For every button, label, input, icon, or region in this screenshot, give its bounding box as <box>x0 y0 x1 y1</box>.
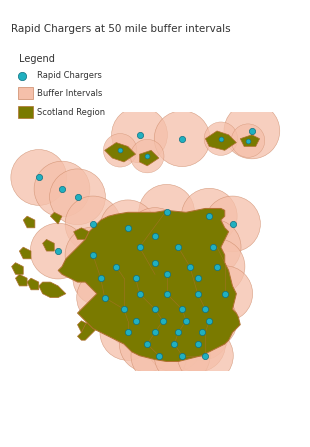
Circle shape <box>170 266 226 321</box>
Circle shape <box>162 239 218 295</box>
Polygon shape <box>50 212 62 224</box>
Circle shape <box>150 219 206 275</box>
Text: Legend: Legend <box>19 54 55 64</box>
Circle shape <box>30 223 86 279</box>
Circle shape <box>177 281 233 337</box>
Text: Buffer Intervals: Buffer Intervals <box>37 89 102 98</box>
Circle shape <box>127 208 183 263</box>
Circle shape <box>119 316 175 372</box>
Bar <box>18 87 33 99</box>
Circle shape <box>154 328 210 384</box>
Circle shape <box>231 124 265 157</box>
Circle shape <box>127 281 183 337</box>
Circle shape <box>108 293 164 349</box>
Circle shape <box>88 239 144 295</box>
Circle shape <box>150 304 206 360</box>
Circle shape <box>112 219 167 275</box>
Text: Rapid Chargers: Rapid Chargers <box>37 71 101 80</box>
Bar <box>18 106 33 118</box>
Circle shape <box>185 219 241 275</box>
Polygon shape <box>140 150 159 166</box>
Polygon shape <box>105 143 136 162</box>
Circle shape <box>154 111 210 167</box>
Circle shape <box>154 281 210 337</box>
Circle shape <box>181 188 237 244</box>
Circle shape <box>73 250 129 306</box>
Circle shape <box>11 150 67 205</box>
Polygon shape <box>43 240 54 251</box>
Polygon shape <box>58 208 240 362</box>
Polygon shape <box>27 278 39 290</box>
Circle shape <box>131 328 187 384</box>
Circle shape <box>181 293 237 349</box>
Circle shape <box>65 196 121 252</box>
Circle shape <box>34 161 90 217</box>
Circle shape <box>170 250 226 306</box>
Polygon shape <box>39 282 66 298</box>
Circle shape <box>224 103 280 159</box>
Polygon shape <box>74 228 89 240</box>
Circle shape <box>65 227 121 283</box>
Circle shape <box>139 185 195 240</box>
Circle shape <box>104 134 137 167</box>
Polygon shape <box>16 274 27 286</box>
Circle shape <box>100 200 156 256</box>
Circle shape <box>174 304 229 360</box>
Circle shape <box>177 328 233 384</box>
Polygon shape <box>23 216 35 228</box>
Circle shape <box>139 246 195 302</box>
Circle shape <box>204 122 238 156</box>
Polygon shape <box>205 131 236 150</box>
Circle shape <box>189 239 245 295</box>
Circle shape <box>108 250 164 306</box>
Circle shape <box>96 281 152 337</box>
Circle shape <box>127 235 183 291</box>
Circle shape <box>135 293 191 349</box>
Circle shape <box>100 304 156 360</box>
Text: Rapid Chargers at 50 mile buffer intervals: Rapid Chargers at 50 mile buffer interva… <box>11 24 231 34</box>
Circle shape <box>112 107 167 163</box>
Circle shape <box>77 270 133 325</box>
Circle shape <box>139 266 195 321</box>
Circle shape <box>170 316 226 372</box>
Circle shape <box>158 293 214 349</box>
Circle shape <box>197 266 253 321</box>
Text: Scotland Region: Scotland Region <box>37 108 105 117</box>
Circle shape <box>131 139 164 173</box>
Polygon shape <box>97 294 108 305</box>
Circle shape <box>127 304 183 360</box>
Circle shape <box>146 316 202 372</box>
Polygon shape <box>78 313 101 340</box>
Polygon shape <box>19 247 31 259</box>
Polygon shape <box>78 321 89 333</box>
Circle shape <box>112 266 167 321</box>
Circle shape <box>205 196 260 252</box>
Polygon shape <box>12 263 23 274</box>
Circle shape <box>50 169 105 225</box>
Polygon shape <box>240 135 260 147</box>
